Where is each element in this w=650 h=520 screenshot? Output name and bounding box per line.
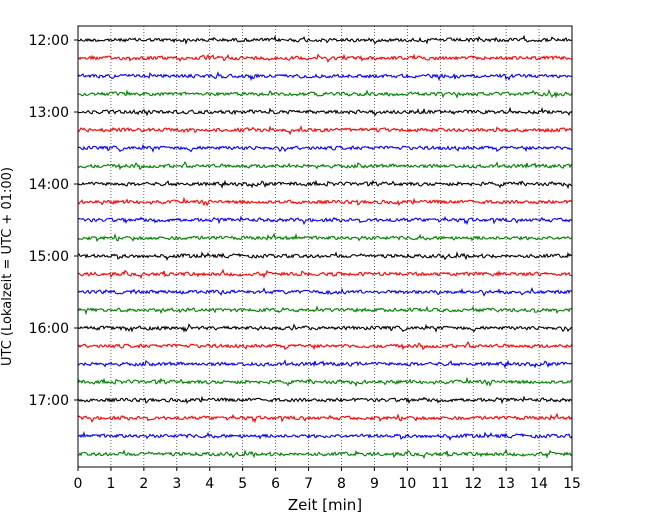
x-tick-label: 14	[530, 476, 548, 492]
y-axis: 12:00 13:00 14:00 15:00 16:00 17:00	[29, 33, 78, 409]
trace-line	[77, 89, 573, 99]
x-tick-label: 13	[497, 476, 515, 492]
trace-line	[77, 143, 573, 153]
x-axis: 0 1 2 3 4 5 6 7 8 9 10 11 12 13 14 15	[74, 467, 581, 492]
traces-group	[77, 34, 573, 460]
plot-frame	[77, 25, 573, 468]
x-tick-label: 9	[370, 476, 379, 492]
trace-line	[77, 161, 573, 171]
x-tick-label: 11	[431, 476, 449, 492]
y-tick-label: 16:00	[29, 321, 69, 337]
x-tick-label: 5	[238, 476, 247, 492]
x-tick-label: 3	[172, 476, 181, 492]
trace-line	[77, 215, 573, 226]
trace-line	[77, 412, 573, 424]
trace-line	[77, 395, 573, 405]
trace-line	[77, 323, 573, 333]
x-tick-label: 8	[337, 476, 346, 492]
trace-line	[77, 71, 573, 82]
y-tick-label: 14:00	[29, 177, 69, 193]
x-tick-label: 0	[74, 476, 83, 492]
x-tick-label: 6	[271, 476, 280, 492]
trace-line	[77, 305, 573, 316]
trace-line	[77, 34, 573, 46]
x-tick-label: 1	[106, 476, 115, 492]
x-tick-label: 4	[205, 476, 214, 492]
trace-line	[77, 106, 573, 117]
trace-line	[77, 430, 573, 442]
y-tick-label: 15:00	[29, 249, 69, 265]
trace-line	[77, 125, 573, 136]
trace-line	[77, 359, 573, 370]
x-tick-label: 2	[139, 476, 148, 492]
x-tick-label: 15	[563, 476, 581, 492]
trace-line	[77, 268, 573, 280]
x-axis-label: Zeit [min]	[288, 496, 362, 514]
y-tick-label: 12:00	[29, 33, 69, 49]
trace-line	[77, 287, 573, 297]
y-tick-label: 13:00	[29, 105, 69, 121]
trace-line	[77, 232, 573, 243]
trace-line	[77, 179, 573, 190]
trace-line	[77, 341, 573, 351]
trace-line	[77, 376, 573, 388]
x-tick-label: 7	[304, 476, 313, 492]
trace-line	[77, 251, 573, 262]
trace-line	[77, 196, 573, 207]
y-tick-label: 17:00	[29, 393, 69, 409]
x-tick-label: 10	[398, 476, 416, 492]
trace-line	[77, 53, 573, 63]
trace-line	[77, 448, 573, 460]
y-axis-label: UTC (Lokalzeit = UTC + 01:00)	[0, 167, 15, 366]
x-tick-label: 12	[464, 476, 482, 492]
